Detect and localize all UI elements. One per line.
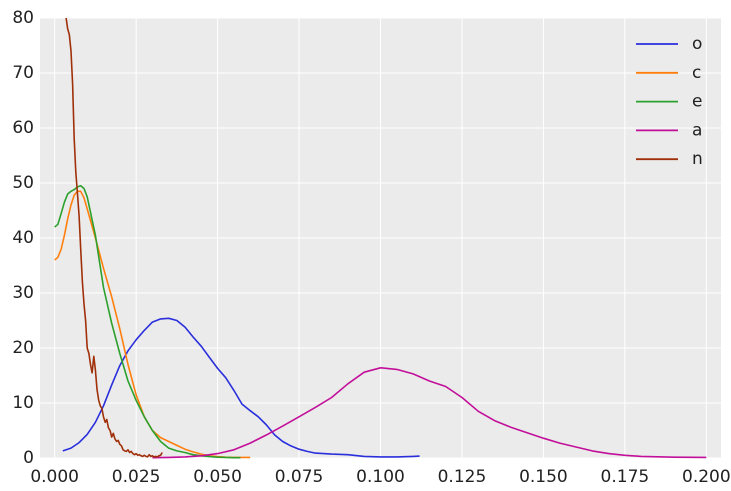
x-tick-label: 0.075	[275, 467, 324, 487]
series-line-o	[62, 317, 420, 458]
x-tick-label: 0.175	[601, 467, 650, 487]
grid	[40, 17, 721, 459]
legend-label-a: a	[692, 120, 702, 140]
x-tick-label: 0.150	[519, 467, 568, 487]
y-tick-label: 60	[12, 118, 34, 138]
legend-label-o: o	[692, 34, 702, 54]
y-tick-label: 80	[12, 8, 34, 28]
x-tick-label: 0.100	[356, 467, 405, 487]
y-tick-label: 70	[12, 63, 34, 83]
series-line-a	[152, 366, 707, 459]
y-tick-label: 50	[12, 173, 34, 193]
x-tick-label: 0.050	[193, 467, 242, 487]
x-tick-label: 0.000	[30, 467, 79, 487]
legend-label-e: e	[692, 92, 702, 112]
legend-label-c: c	[692, 63, 701, 83]
y-tick-label: 0	[23, 448, 34, 468]
series-lines	[54, 17, 707, 459]
y-tick-label: 10	[12, 393, 34, 413]
y-tick-label: 40	[12, 228, 34, 248]
legend-label-n: n	[692, 149, 703, 169]
y-tick-label: 30	[12, 283, 34, 303]
series-line-c	[54, 190, 251, 459]
x-axis: 0.000 0.025 0.050 0.075 0.100 0.125 0.150 0.175…	[30, 467, 730, 487]
y-axis: 0 10 20 30 40 50 60 70 80	[12, 8, 34, 468]
x-tick-label: 0.125	[438, 467, 487, 487]
y-tick-label: 20	[12, 338, 34, 358]
x-tick-label: 0.025	[112, 467, 161, 487]
series-line-n	[65, 17, 163, 458]
x-tick-label: 0.200	[682, 467, 731, 487]
